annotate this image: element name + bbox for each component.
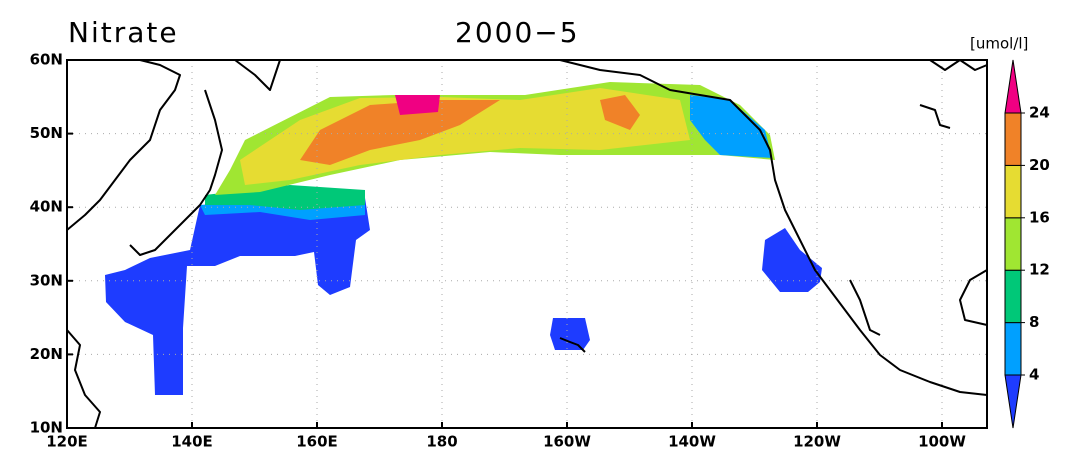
coastline [849,279,881,336]
colorbar: 4 8 12 16 20 24 [1004,59,1050,429]
coastline [929,59,988,71]
field-region [105,198,370,395]
field-region [550,318,590,350]
grid [67,60,987,428]
y-tick-label: 50N [30,124,63,142]
colorbar-label: 12 [1029,261,1050,279]
coastline [234,59,281,91]
colorbar-unit: [umol/l] [970,35,1028,53]
field-region [690,95,772,158]
field-region [240,88,690,185]
nitrate-field [105,82,822,395]
y-tick-label: 40N [30,198,63,216]
x-tick-label: 180 [426,433,457,451]
y-tick-label: 30N [30,271,63,289]
colorbar-label: 20 [1029,156,1050,174]
coastline [559,337,586,353]
x-tick-label: 100W [918,433,966,451]
y-tick-label: 60N [30,51,63,69]
colorbar-label: 4 [1029,366,1039,384]
colorbar-label: 16 [1029,208,1050,226]
map-frame [66,59,988,429]
colorbar-segment [1004,322,1022,376]
colorbar-segment [1004,269,1022,324]
colorbar-label: 24 [1029,104,1050,122]
coastline [959,269,988,326]
field-region [300,100,500,165]
map-date: 2000−5 [455,16,580,49]
y-tick-label: 10N [30,419,63,437]
x-tick-label: 120W [793,433,841,451]
x-tick-label: 140E [171,433,213,451]
coastline [66,59,181,231]
x-tick-label: 160W [543,433,591,451]
coastline [66,329,101,429]
coastline [129,89,223,256]
x-tick-label: 160E [296,433,338,451]
colorbar-extension [1004,59,1022,114]
colorbar-segment [1004,112,1022,166]
field-region [762,228,822,292]
coastline [559,59,988,396]
colorbar-extension [1004,374,1022,429]
coastlines [66,59,988,429]
colorbar-label: 8 [1029,313,1039,331]
field-region [600,95,640,130]
x-tick-label: 140W [668,433,716,451]
field-region [395,95,440,115]
map-title: Nitrate [68,16,179,49]
colorbar-segment [1004,164,1022,219]
colorbar-segment [1004,217,1022,271]
y-tick-label: 20N [30,345,63,363]
x-tick-label: 120E [46,433,88,451]
coastline [919,104,951,129]
